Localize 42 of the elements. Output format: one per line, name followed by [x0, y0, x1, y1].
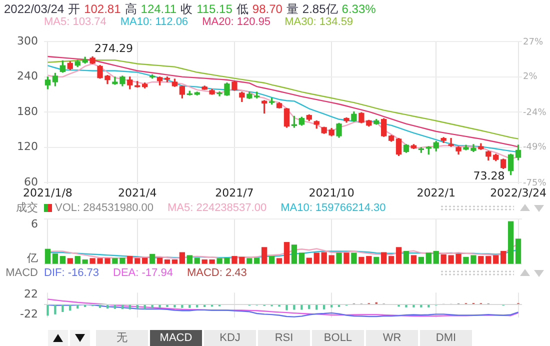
y2-tick-label: -75%: [523, 178, 547, 189]
y2-tick-label: 2%: [523, 72, 538, 82]
x-tick-label: 2021/10: [308, 186, 354, 200]
text: 亿: [26, 251, 38, 264]
text: MA5: 224238537.00: [167, 201, 267, 215]
y-tick-label: 120: [17, 140, 38, 154]
x-tick-label: 2021/1/8: [23, 186, 72, 200]
y2-tick-label: -24%: [523, 108, 547, 118]
text: 无: [96, 330, 148, 346]
x-tick-label: 2022/3/24: [490, 186, 546, 200]
text: WR: [366, 330, 418, 346]
text: MACD: 2.43: [186, 266, 247, 280]
y-tick-label: 180: [17, 104, 38, 118]
y-tick-label: 22: [24, 287, 38, 300]
y-tick-label: -22: [20, 308, 38, 321]
x-tick-label: 2021/4: [118, 186, 157, 200]
text: MA5: 103.74: [44, 15, 106, 29]
text: MA10: 112.06: [120, 15, 188, 29]
text: DIF: -16.73: [44, 266, 100, 280]
y-tick-label: 60: [24, 175, 38, 188]
chart-title: 2022/03/24 开 102.81 高 124.11 收 115.15 低 98.70 量 2.85亿 6.33%: [4, 2, 376, 16]
text: KDJ: [204, 330, 256, 346]
legend-label: VOL: 284531980.00: [55, 201, 154, 215]
text: BOLL: [312, 330, 364, 346]
text: MA30: 134.59: [284, 15, 354, 29]
annotation: 274.29: [94, 42, 134, 56]
x-tick-label: 2022/1: [416, 186, 456, 200]
y-tick-label: 300: [17, 34, 38, 48]
text: RSI: [258, 330, 310, 346]
text: MA20: 120.95: [202, 15, 271, 29]
y2-tick-label: -49%: [523, 142, 547, 153]
text: 6: [31, 217, 38, 230]
text: MACD: [150, 330, 202, 346]
text: DEA: -17.94: [113, 266, 173, 280]
annotation: 73.28: [473, 170, 505, 183]
y-axis-title: 成交: [15, 201, 39, 215]
y-tick-label: 240: [17, 70, 38, 83]
x-tick-label: 2021/7: [215, 186, 254, 200]
text: DMI: [420, 330, 472, 346]
text: MA10: 159766214.30: [280, 201, 386, 215]
y2-tick-label: 27%: [523, 38, 544, 48]
y-axis-title: MACD: [4, 266, 39, 280]
